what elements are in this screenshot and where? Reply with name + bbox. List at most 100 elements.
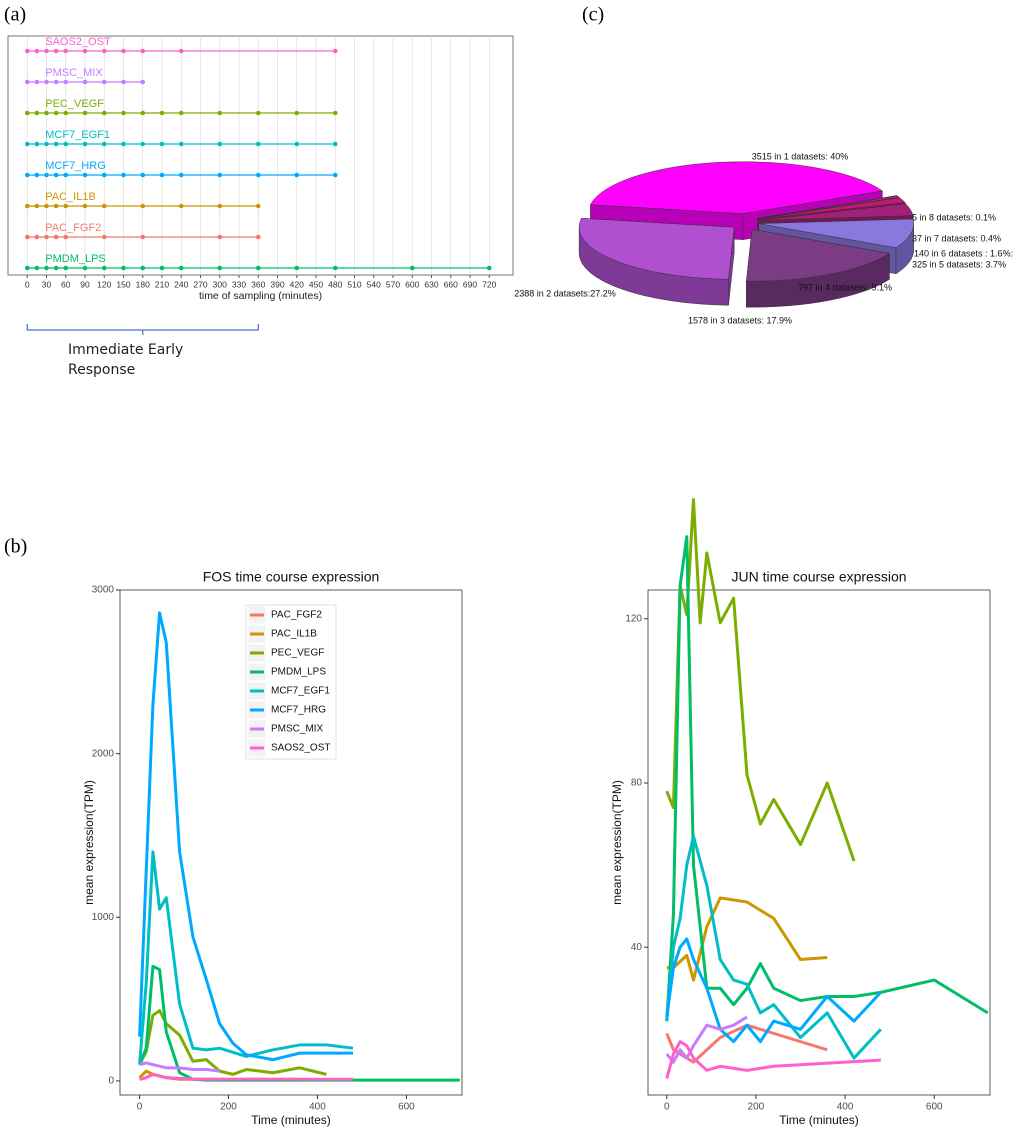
sampling-point: [53, 141, 59, 147]
x-tick-label: 480: [328, 279, 342, 289]
sampling-point: [217, 203, 223, 209]
sampling-point: [332, 172, 338, 178]
sampling-point: [294, 265, 300, 271]
series-line: [138, 850, 354, 1065]
sampling-point: [34, 79, 40, 85]
sampling-point: [63, 172, 69, 178]
sampling-point: [53, 234, 59, 240]
x-tick-label: 420: [290, 279, 304, 289]
x-tick-label: 0: [664, 1102, 670, 1113]
sampling-point: [44, 79, 49, 85]
sampling-point: [255, 234, 261, 240]
sampling-point: [217, 110, 223, 116]
sampling-point: [140, 265, 146, 271]
sampling-point: [159, 265, 165, 271]
x-tick-label: 600: [405, 279, 419, 289]
sampling-point: [159, 110, 165, 116]
legend-label: PAC_IL1B: [271, 629, 317, 640]
x-tick-label: 90: [80, 279, 90, 289]
sampling-point: [255, 203, 261, 209]
sampling-point: [178, 172, 184, 178]
sampling-point: [101, 79, 107, 85]
chart-title: FOS time course expression: [203, 569, 380, 585]
sampling-point: [53, 172, 59, 178]
legend-label: MCF7_EGF1: [271, 686, 330, 697]
x-axis-label: time of sampling (minutes): [199, 290, 322, 302]
x-tick-label: 200: [220, 1102, 237, 1113]
x-tick-label: 720: [482, 279, 496, 289]
pie-slice: [757, 195, 900, 219]
sampling-point: [178, 265, 184, 271]
chart-title: JUN time course expression: [731, 569, 906, 585]
series-label: PAC_IL1B: [45, 191, 96, 203]
sampling-point: [217, 265, 223, 271]
series-label: PMSC_MIX: [45, 67, 103, 79]
x-tick-label: 600: [926, 1102, 943, 1113]
series-label: MCF7_HRG: [45, 160, 106, 172]
sampling-point: [140, 234, 146, 240]
sampling-point: [121, 110, 126, 116]
sampling-point: [255, 172, 261, 178]
y-tick-label: 40: [631, 942, 643, 953]
x-tick-label: 150: [116, 279, 130, 289]
sampling-point: [178, 203, 184, 209]
x-tick-label: 600: [398, 1102, 415, 1113]
x-tick-label: 450: [309, 279, 323, 289]
sampling-point: [24, 79, 30, 85]
series-line: [665, 535, 989, 1022]
sampling-point: [53, 110, 59, 116]
x-tick-label: 390: [270, 279, 284, 289]
sampling-point: [82, 48, 88, 54]
sampling-point: [255, 265, 261, 271]
sampling-point: [140, 79, 146, 85]
series-line: [666, 896, 828, 982]
sampling-point: [82, 110, 88, 116]
sampling-point: [53, 265, 59, 271]
sampling-point: [101, 172, 107, 178]
sampling-point: [178, 141, 184, 147]
sampling-point: [63, 234, 69, 240]
series-label: PAC_FGF2: [45, 222, 101, 234]
series-label: SAOS2_OST: [45, 36, 111, 48]
annotation: Immediate Early Response: [68, 342, 184, 378]
x-tick-label: 60: [61, 279, 71, 289]
annotation-box: Immediate Early Response: [68, 342, 184, 378]
pie-slice: [758, 203, 914, 221]
x-tick-label: 330: [232, 279, 246, 289]
sampling-point: [82, 265, 88, 271]
sampling-point: [255, 110, 261, 116]
series-line: [138, 611, 354, 1062]
sampling-point: [34, 48, 40, 54]
sampling-point: [101, 141, 107, 147]
sampling-point: [53, 48, 59, 54]
legend-label: MCF7_HRG: [271, 705, 326, 716]
x-tick-label: 360: [251, 279, 265, 289]
series-line: [665, 834, 882, 1060]
x-tick-label: 0: [137, 1102, 143, 1113]
sampling-point: [140, 141, 146, 147]
sampling-point: [44, 203, 49, 209]
sampling-point: [34, 265, 40, 271]
plot-frame: [647, 589, 991, 1096]
x-tick-label: 690: [463, 279, 477, 289]
sampling-point: [24, 172, 30, 178]
sampling-point: [63, 110, 69, 116]
series-label: MCF7_EGF1: [45, 129, 110, 141]
sampling-point: [24, 203, 30, 209]
slice-label: 325 in 5 datasets: 3.7%: [912, 259, 1006, 269]
pie: [578, 161, 914, 308]
sampling-point: [53, 79, 59, 85]
sampling-point: [332, 48, 338, 54]
pie-slice: [758, 197, 906, 220]
series-line: [138, 1009, 327, 1076]
x-axis-label: Time (minutes): [779, 1113, 859, 1127]
sampling-point: [217, 234, 223, 240]
y-tick-label: 3000: [92, 585, 115, 596]
slice-label: 797 in 4 datasets: 9.1%: [798, 282, 892, 292]
sampling-point: [140, 172, 146, 178]
x-tick-label: 180: [136, 279, 150, 289]
sampling-point: [44, 234, 49, 240]
sampling-point: [63, 79, 69, 85]
panel-label: (c): [582, 4, 604, 26]
sampling-point: [121, 141, 126, 147]
